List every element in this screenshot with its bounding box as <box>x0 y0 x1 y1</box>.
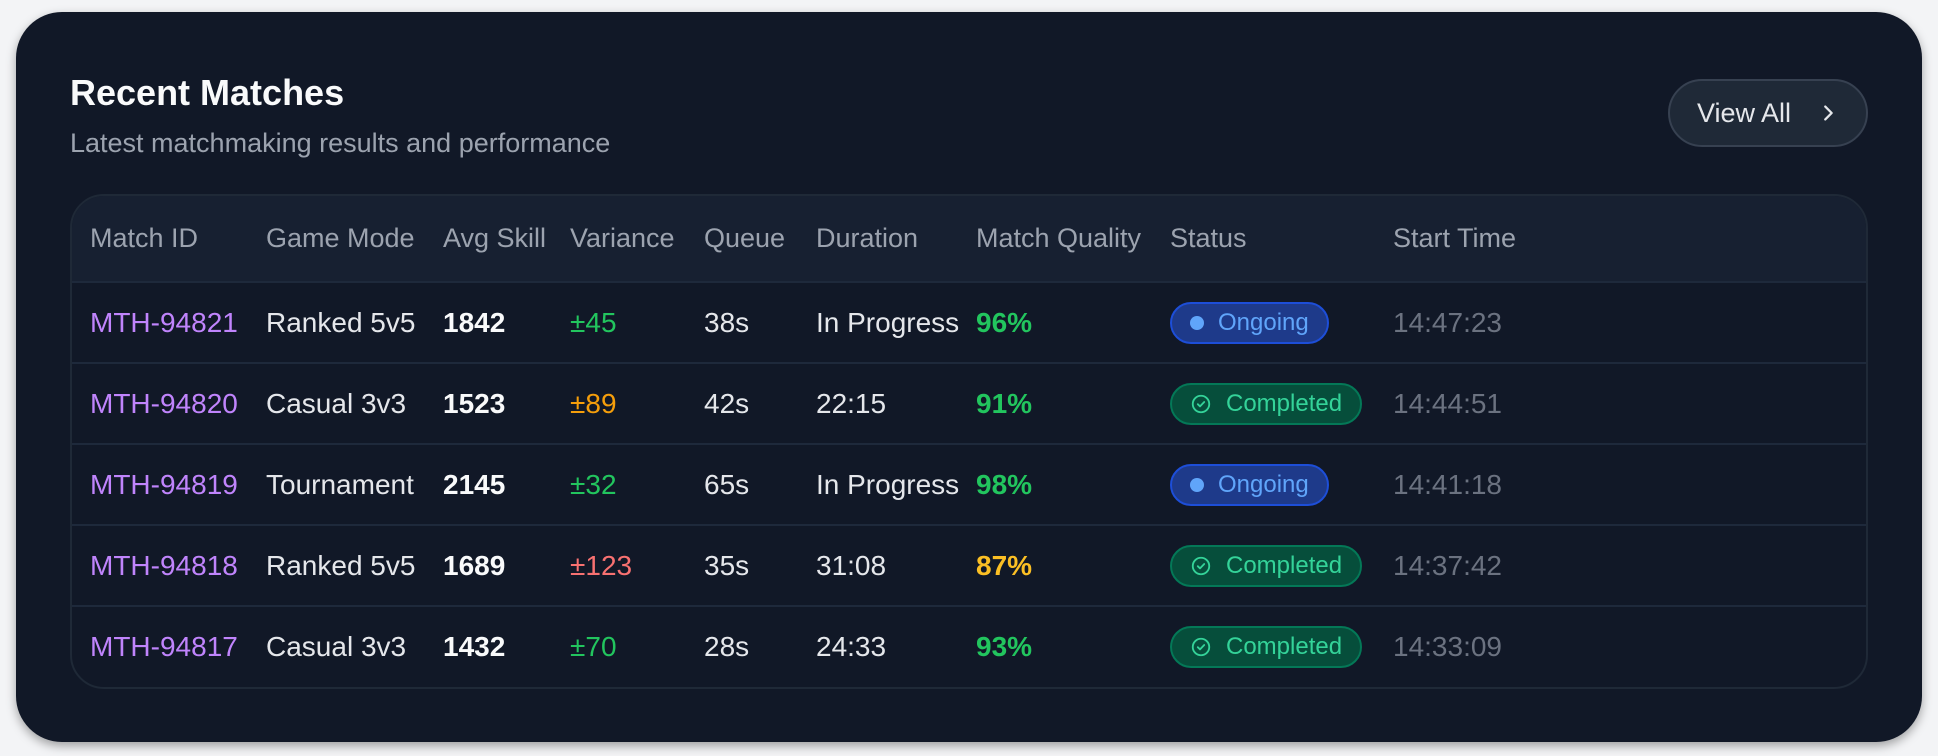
variance: ±32 <box>570 468 617 500</box>
avg-skill: 1432 <box>443 631 506 662</box>
duration: In Progress <box>816 306 960 338</box>
start-time: 14:37:42 <box>1393 549 1502 581</box>
match-quality: 87% <box>976 549 1033 581</box>
avg-skill: 1523 <box>443 387 506 419</box>
chevron-right-icon <box>1824 105 1833 121</box>
start-time: 14:44:51 <box>1393 387 1502 419</box>
queue-time: 65s <box>704 468 750 500</box>
variance: ±123 <box>570 549 633 581</box>
column-header: Status <box>1170 223 1247 253</box>
queue-time: 28s <box>704 631 750 662</box>
game-mode: Tournament <box>266 468 414 500</box>
match-quality: 98% <box>976 468 1033 500</box>
queue-time: 35s <box>704 549 750 581</box>
match-quality: 96% <box>976 306 1033 338</box>
start-time: 14:41:18 <box>1393 468 1502 500</box>
status-cell: Ongoing <box>1152 282 1375 363</box>
variance: ±45 <box>570 306 617 338</box>
card-subtitle: Latest matchmaking results and performan… <box>70 128 611 158</box>
match-id-link[interactable]: MTH-94818 <box>90 549 238 581</box>
status-label: Completed <box>1226 551 1343 579</box>
table-body: MTH-94821 Ranked 5v5 1842 ±45 38s In Progress… <box>72 282 1866 687</box>
status-cell: Ongoing <box>1152 444 1375 525</box>
status-cell: Completed <box>1152 606 1375 687</box>
view-all-button[interactable]: View All <box>1668 79 1868 147</box>
avg-skill: 1689 <box>443 549 506 581</box>
table-header-row: Match ID Game Mode Avg Skill Variance Queue D… <box>72 196 1866 282</box>
duration: 31:08 <box>816 549 887 581</box>
table-row[interactable]: MTH-94819 Tournament 2145 ±32 65s In Progress… <box>72 444 1866 525</box>
variance: ±89 <box>570 387 617 419</box>
status-badge: Completed <box>1170 382 1363 425</box>
table-row[interactable]: MTH-94817 Casual 3v3 1432 ±70 28s 24:33 93% Com… <box>72 606 1866 687</box>
start-time: 14:47:23 <box>1393 306 1502 338</box>
game-mode: Ranked 5v5 <box>266 306 416 338</box>
avg-skill: 2145 <box>443 468 506 500</box>
variance: ±70 <box>570 631 617 662</box>
status-label: Completed <box>1226 389 1343 417</box>
status-label: Ongoing <box>1218 308 1309 336</box>
match-id-link[interactable]: MTH-94821 <box>90 306 238 338</box>
avg-skill: 1842 <box>443 306 506 338</box>
match-id-link[interactable]: MTH-94817 <box>90 631 238 662</box>
status-label: Completed <box>1226 633 1343 660</box>
dot-icon <box>1190 477 1204 492</box>
game-mode: Ranked 5v5 <box>266 549 416 581</box>
column-header: Game Mode <box>266 223 415 253</box>
table-row[interactable]: MTH-94820 Casual 3v3 1523 ±89 42s 22:15 91% Com… <box>72 363 1866 444</box>
column-header: Variance <box>570 223 675 253</box>
game-mode: Casual 3v3 <box>266 387 407 419</box>
column-header: Match Quality <box>976 223 1142 253</box>
table-row[interactable]: MTH-94821 Ranked 5v5 1842 ±45 38s In Progress… <box>72 282 1866 363</box>
queue-time: 42s <box>704 387 750 419</box>
column-header: Duration <box>816 223 919 253</box>
column-header: Avg Skill <box>443 223 547 253</box>
queue-time: 38s <box>704 306 750 338</box>
recent-matches-card: Recent Matches Latest matchmaking result… <box>16 12 1922 742</box>
view-all-label: View All <box>1696 97 1792 128</box>
dot-icon <box>1190 315 1204 330</box>
status-cell: Completed <box>1152 525 1375 606</box>
duration: In Progress <box>816 468 960 500</box>
duration: 24:33 <box>816 631 887 662</box>
table-row[interactable]: MTH-94818 Ranked 5v5 1689 ±123 35s 31:08 87% Co… <box>72 525 1866 606</box>
status-cell: Completed <box>1152 363 1375 444</box>
duration: 22:15 <box>816 387 887 419</box>
status-label: Ongoing <box>1218 470 1309 498</box>
check-circle-icon <box>1191 556 1211 575</box>
match-id-link[interactable]: MTH-94819 <box>90 468 238 500</box>
matches-table-container: Match ID Game Mode Avg Skill Variance Queue D… <box>70 194 1868 689</box>
match-id-link[interactable]: MTH-94820 <box>90 387 238 419</box>
check-circle-icon <box>1191 637 1211 657</box>
column-header: Start Time <box>1393 223 1517 253</box>
game-mode: Casual 3v3 <box>266 631 407 662</box>
start-time: 14:33:09 <box>1393 631 1502 662</box>
column-header: Queue <box>704 223 786 253</box>
column-header: Match ID <box>90 223 199 253</box>
status-badge: Ongoing <box>1170 463 1329 506</box>
status-badge: Completed <box>1170 544 1363 587</box>
match-quality: 91% <box>976 387 1033 419</box>
status-badge: Completed <box>1170 626 1363 668</box>
status-badge: Ongoing <box>1170 301 1329 344</box>
card-title: Recent Matches <box>70 72 345 113</box>
check-circle-icon <box>1191 394 1211 413</box>
matches-table: Match ID Game Mode Avg Skill Variance Queue D… <box>72 196 1866 687</box>
match-quality: 93% <box>976 631 1033 662</box>
